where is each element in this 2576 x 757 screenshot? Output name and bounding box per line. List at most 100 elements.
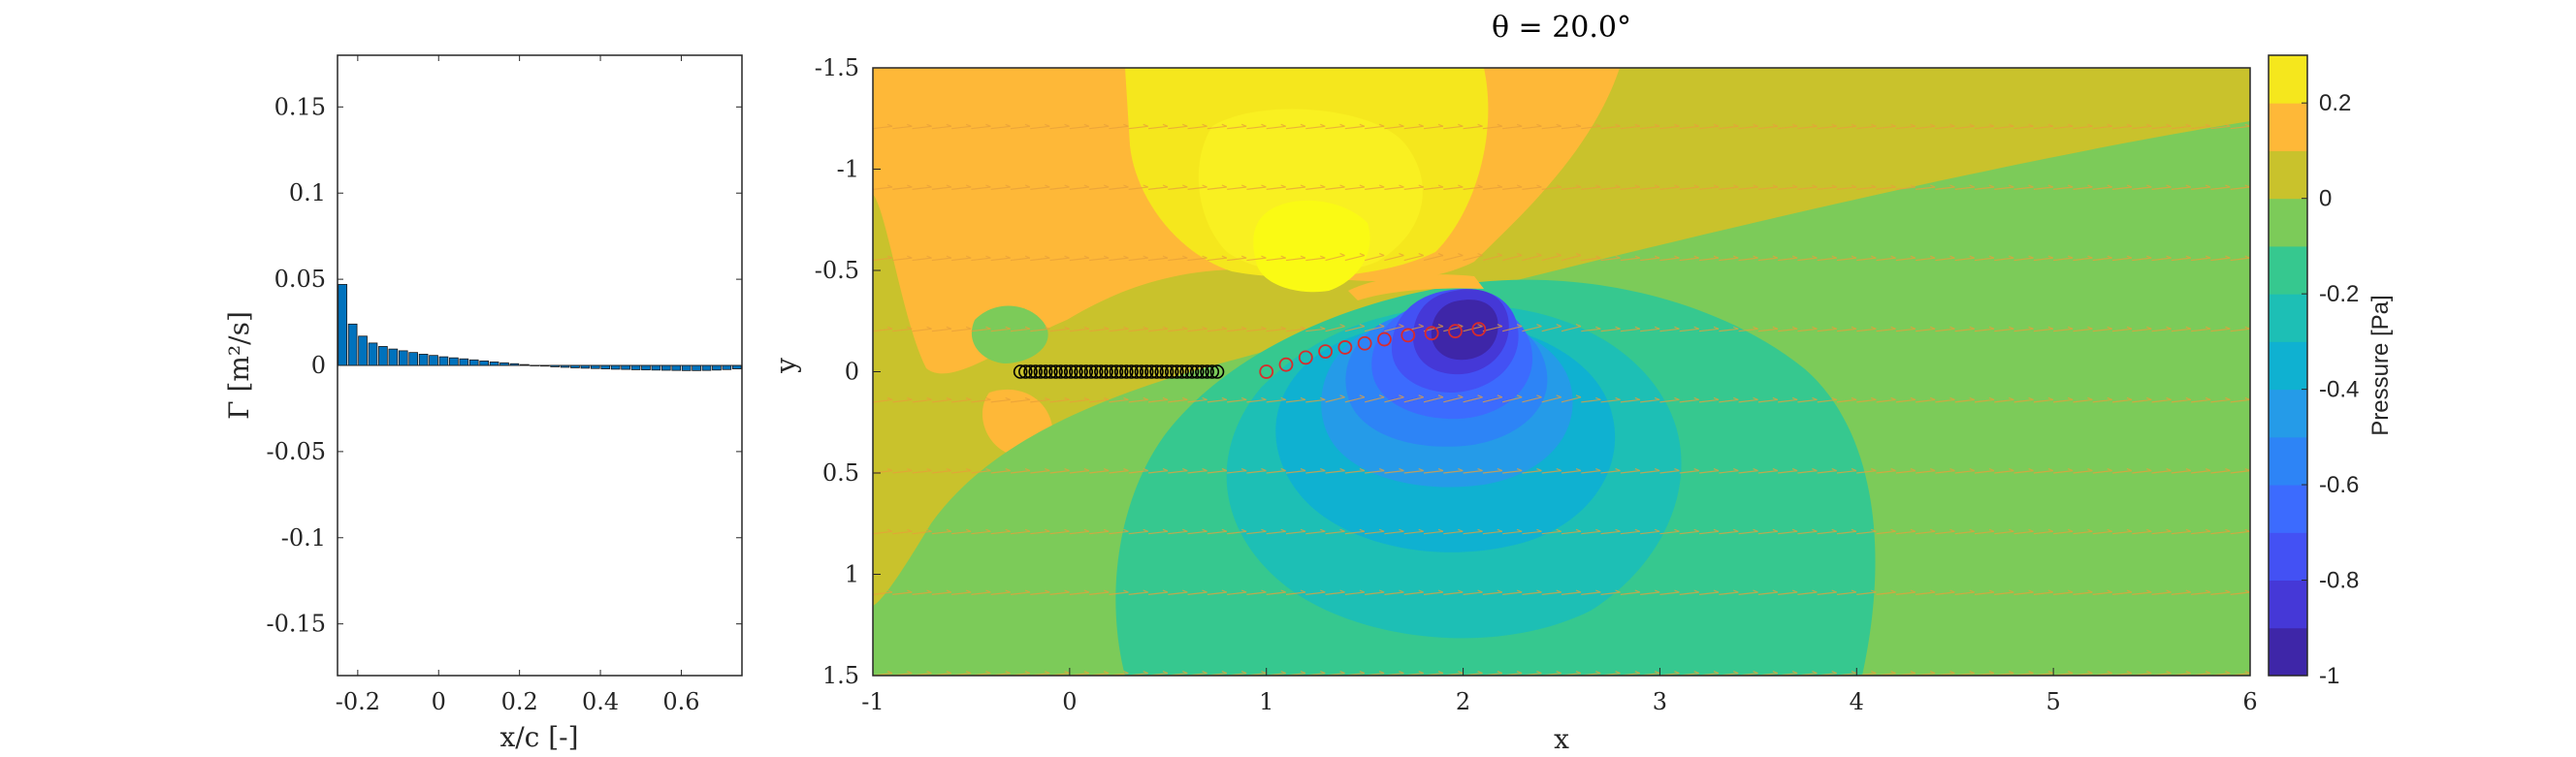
quiver-arrow (1757, 257, 1778, 262)
plate-marker (1184, 364, 1200, 379)
tick-label: -0.5 (815, 257, 859, 284)
quiver-arrow (1187, 125, 1208, 130)
quiver-arrow-head (2205, 326, 2211, 330)
quiver-arrow-head (2185, 468, 2192, 472)
quiver-arrow-head (1437, 252, 1444, 257)
quiver-arrow-head (2244, 671, 2250, 675)
quiver-arrow-head (1674, 255, 1680, 259)
quiver-arrow-head (1536, 324, 1542, 328)
quiver-arrow-head (1202, 396, 1208, 401)
plate-marker (1134, 364, 1149, 379)
quiver-arrow (2250, 66, 2270, 68)
quiver-arrow-head (1240, 255, 1247, 259)
quiver-arrow-head (1654, 528, 1660, 532)
quiver-arrow-head (1694, 64, 1699, 66)
quiver-arrow (1227, 398, 1247, 403)
quiver-arrow (2191, 186, 2211, 190)
quiver-arrow-head (1792, 64, 1797, 66)
quiver-arrow (1344, 470, 1365, 474)
quiver-arrow-head (2047, 184, 2054, 188)
quiver-arrow (1207, 257, 1227, 262)
quiver-arrow-head (1693, 184, 1699, 188)
quiver-arrow-head (2205, 255, 2211, 259)
quiver-arrow-head (1754, 64, 1758, 66)
quiver-arrow-head (926, 671, 932, 675)
quiver-arrow (1600, 470, 1621, 474)
quiver-arrow (1994, 328, 2014, 332)
quiver-arrow-head (1693, 396, 1699, 401)
quiver-arrow (1010, 257, 1031, 262)
quiver-arrow-head (1477, 324, 1483, 328)
quiver-arrow-head (2205, 671, 2211, 675)
quiver-arrow (1365, 186, 1385, 190)
quiver-arrow (1561, 591, 1582, 595)
quiver-arrow-head (2067, 326, 2074, 330)
plate-marker (1074, 364, 1088, 379)
quiver-arrow-head (1221, 528, 1228, 532)
quiver-arrow-head (1733, 671, 1739, 675)
quiver-arrow (1423, 530, 1444, 535)
quiver-arrow-head (1674, 528, 1680, 532)
quiver-arrow-head (1378, 528, 1385, 532)
colorbar-level (2269, 294, 2307, 342)
quiver-arrow-head (1753, 528, 1758, 532)
quiver-arrow (1482, 125, 1502, 130)
quiver-arrow (1246, 530, 1267, 535)
quiver-arrow-head (1988, 396, 1995, 401)
quiver-arrow-head (1477, 528, 1483, 532)
quiver-arrow-head (2108, 64, 2112, 66)
quiver-arrow-head (1969, 255, 1975, 259)
quiver-arrow (2111, 125, 2133, 130)
quiver-arrow-head (886, 184, 893, 188)
quiver-arrow-head (1831, 123, 1837, 127)
quiver-arrow-head (2009, 255, 2014, 259)
quiver-arrow (1640, 530, 1660, 535)
quiver-arrow (1227, 530, 1247, 535)
quiver-arrow-head (1143, 396, 1148, 401)
quiver-arrow-head (1103, 184, 1110, 188)
quiver-arrow (1620, 470, 1640, 474)
quiver-arrow-head (2087, 468, 2093, 472)
quiver-arrow-head (1910, 255, 1916, 259)
quiver-arrow-head (2244, 123, 2250, 127)
contour-x-axis-label: x (1554, 723, 1569, 755)
quiver-arrow (1187, 186, 1208, 190)
colorbar-ticks: 0.2 0 -0.2 -0.4 -0.6 -0.8 -1 (2302, 90, 2359, 689)
quiver-arrow-head (1399, 394, 1404, 398)
quiver-arrow-head (2185, 671, 2192, 675)
quiver-arrow-head (1949, 396, 1955, 401)
quiver-arrow-head (1575, 528, 1582, 532)
quiver-arrow-head (946, 468, 952, 472)
quiver-arrow-head (1221, 589, 1228, 593)
colorbar-level (2269, 198, 2307, 247)
quiver-arrow (1581, 470, 1601, 474)
quiver-arrow (1856, 591, 1877, 595)
quiver-arrow-head (2009, 184, 2014, 188)
quiver-arrow-head (1969, 671, 1975, 675)
quiver-arrow (2230, 257, 2250, 262)
quiver-arrow (2132, 257, 2152, 262)
quiver-arrow (1030, 328, 1050, 332)
quiver-arrow-head (1949, 184, 1955, 188)
quiver-arrow (1168, 257, 1188, 262)
quiver-arrow (1719, 186, 1739, 190)
quiver-arrow-head (1988, 528, 1995, 532)
quiver-arrow (2033, 328, 2053, 332)
quiver-arrow (1954, 328, 1975, 332)
tick-label: 2 (1456, 688, 1470, 715)
quiver-arrow-head (1378, 468, 1385, 472)
plate-marker (1028, 364, 1044, 379)
quiver-arrow-head (1162, 396, 1169, 401)
quiver-arrow-head (1083, 396, 1090, 401)
quiver-arrow (990, 186, 1011, 190)
quiver-arrow-head (985, 671, 991, 675)
quiver-arrow (1010, 398, 1031, 403)
quiver-arrow-head (1280, 671, 1286, 675)
quiver-arrow (931, 530, 951, 535)
quiver-arrow-head (1162, 326, 1169, 330)
quiver-arrow (1659, 591, 1680, 595)
quiver-arrow (1463, 470, 1483, 474)
quiver-arrow-head (1615, 671, 1621, 675)
quiver-arrow (1305, 257, 1326, 262)
quiver-arrow-head (1654, 468, 1660, 472)
